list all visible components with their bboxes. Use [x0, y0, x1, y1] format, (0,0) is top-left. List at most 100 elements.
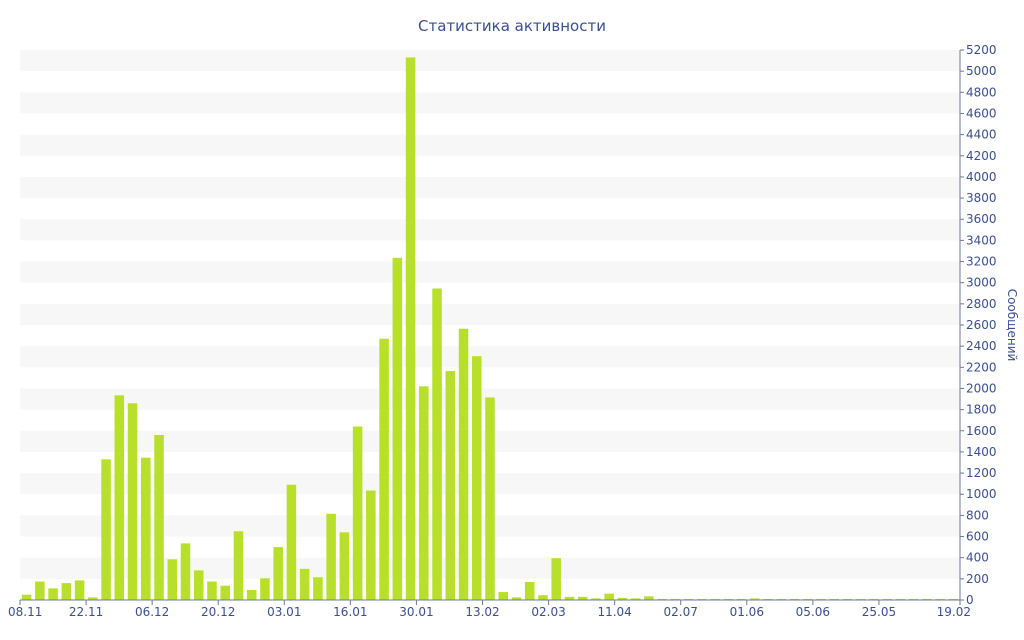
- bar[interactable]: [551, 558, 561, 600]
- bar[interactable]: [220, 585, 230, 600]
- bar[interactable]: [114, 395, 125, 600]
- x-axis-ticks: 08.11 22.11 06.12 20.12 03.01 16.01 30.01 13.02…: [8, 600, 971, 619]
- x-tick-label: 08.11: [8, 605, 42, 619]
- bar[interactable]: [683, 598, 694, 600]
- bar[interactable]: [524, 582, 535, 600]
- bar[interactable]: [736, 598, 747, 600]
- bar[interactable]: [445, 371, 456, 600]
- bar[interactable]: [908, 598, 919, 600]
- bar[interactable]: [498, 592, 509, 600]
- bar[interactable]: [313, 577, 323, 600]
- bar[interactable]: [405, 57, 416, 600]
- grid-band: [20, 50, 960, 72]
- bar[interactable]: [180, 543, 191, 600]
- bar[interactable]: [167, 559, 178, 600]
- y-tick-label: 2200: [966, 360, 997, 374]
- bar[interactable]: [193, 570, 204, 600]
- x-tick-label: 05.06: [796, 605, 830, 619]
- bar[interactable]: [816, 598, 826, 600]
- bar[interactable]: [697, 598, 707, 600]
- bar[interactable]: [207, 581, 217, 600]
- bar[interactable]: [630, 598, 641, 600]
- bar[interactable]: [432, 288, 442, 600]
- bar[interactable]: [485, 397, 495, 600]
- bar[interactable]: [829, 598, 839, 600]
- x-tick-label: 20.12: [201, 605, 235, 619]
- bar[interactable]: [855, 598, 866, 600]
- bar[interactable]: [670, 598, 681, 600]
- bar[interactable]: [591, 598, 601, 600]
- bar[interactable]: [471, 356, 482, 600]
- bar[interactable]: [458, 328, 469, 600]
- bar[interactable]: [617, 597, 628, 600]
- grid-band: [20, 346, 960, 368]
- grid-band: [20, 134, 960, 156]
- y-tick-label: 3800: [966, 191, 997, 205]
- y-tick-label: 2800: [966, 297, 997, 311]
- bar[interactable]: [141, 457, 151, 600]
- bar[interactable]: [577, 596, 588, 600]
- x-tick-label: 01.06: [730, 605, 764, 619]
- bar[interactable]: [802, 598, 813, 600]
- chart-title: Статистика активности: [418, 17, 606, 35]
- x-tick-label: 22.11: [69, 605, 103, 619]
- bar[interactable]: [419, 386, 429, 600]
- bar[interactable]: [154, 435, 164, 600]
- bar[interactable]: [127, 403, 138, 600]
- bar[interactable]: [723, 598, 734, 600]
- y-tick-label: 4800: [966, 85, 997, 99]
- bar[interactable]: [260, 578, 270, 600]
- bar[interactable]: [35, 581, 45, 600]
- bar[interactable]: [869, 598, 879, 600]
- x-tick-label: 16.01: [333, 605, 367, 619]
- bar[interactable]: [604, 593, 614, 600]
- bar[interactable]: [74, 580, 85, 600]
- y-tick-label: 4000: [966, 170, 997, 184]
- bar[interactable]: [750, 598, 760, 600]
- bar[interactable]: [246, 589, 257, 600]
- bar[interactable]: [657, 598, 667, 600]
- y-tick-label: 4200: [966, 149, 997, 163]
- bar[interactable]: [88, 597, 98, 600]
- bar[interactable]: [379, 338, 389, 600]
- bar[interactable]: [763, 598, 773, 600]
- bar[interactable]: [564, 596, 575, 600]
- y-tick-label: 400: [966, 551, 989, 565]
- bar[interactable]: [392, 257, 403, 600]
- bar[interactable]: [233, 531, 244, 600]
- bar[interactable]: [511, 597, 522, 600]
- bar[interactable]: [273, 547, 283, 600]
- y-tick-label: 0: [966, 593, 974, 607]
- bar[interactable]: [61, 583, 72, 600]
- bar[interactable]: [286, 484, 297, 600]
- bar[interactable]: [339, 532, 350, 600]
- bar[interactable]: [299, 568, 310, 600]
- bar[interactable]: [882, 598, 892, 600]
- grid-band: [20, 92, 960, 114]
- x-tick-label: 19.02: [937, 605, 971, 619]
- y-tick-label: 1200: [966, 466, 997, 480]
- grid-band: [20, 176, 960, 199]
- bar[interactable]: [326, 513, 336, 600]
- bar[interactable]: [644, 596, 654, 600]
- bar[interactable]: [101, 459, 111, 600]
- bar[interactable]: [895, 598, 906, 600]
- bar[interactable]: [366, 490, 376, 600]
- y-tick-label: 1400: [966, 445, 997, 459]
- bar[interactable]: [922, 598, 932, 600]
- bar[interactable]: [935, 598, 945, 600]
- y-tick-label: 200: [966, 572, 989, 586]
- bar[interactable]: [352, 426, 363, 600]
- bar[interactable]: [538, 595, 548, 600]
- bar[interactable]: [948, 598, 959, 600]
- bar[interactable]: [710, 598, 720, 600]
- bar[interactable]: [789, 598, 800, 600]
- bar[interactable]: [48, 588, 58, 600]
- y-tick-label: 3200: [966, 255, 997, 269]
- y-axis-ticks: 0 200 400 600 800 1000 1200 1400 1600 1800 2000 220…: [960, 43, 997, 607]
- y-tick-label: 2400: [966, 339, 997, 353]
- bar[interactable]: [21, 594, 32, 600]
- bar[interactable]: [842, 598, 853, 600]
- bar[interactable]: [776, 598, 787, 600]
